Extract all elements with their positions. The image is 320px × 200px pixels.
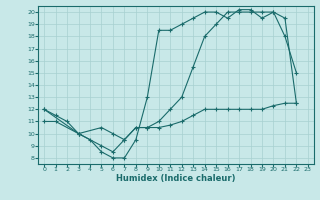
X-axis label: Humidex (Indice chaleur): Humidex (Indice chaleur) — [116, 174, 236, 183]
